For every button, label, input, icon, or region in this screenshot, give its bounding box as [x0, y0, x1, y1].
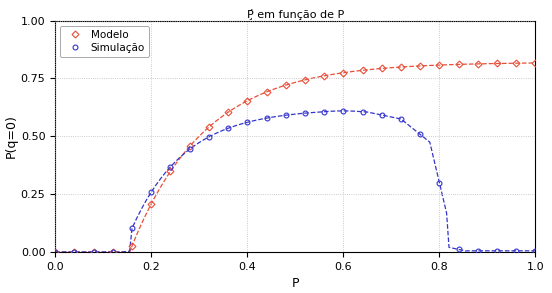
Simulação — [129, 226, 135, 230]
Modelo — [148, 202, 155, 206]
Modelo — [436, 63, 443, 67]
Modelo — [109, 250, 116, 254]
Modelo — [321, 74, 327, 78]
Simulação — [417, 133, 423, 136]
Modelo — [475, 62, 481, 66]
Modelo — [493, 62, 500, 65]
Simulação — [359, 110, 366, 113]
Simulação — [475, 249, 481, 253]
Simulação — [91, 250, 97, 254]
Modelo — [417, 64, 423, 68]
Simulação — [187, 147, 193, 151]
Modelo — [129, 244, 135, 248]
Simulação — [71, 250, 78, 254]
Simulação — [493, 249, 500, 253]
Modelo — [244, 99, 251, 103]
Simulação — [263, 116, 270, 120]
Simulação — [321, 110, 327, 113]
Modelo — [187, 145, 193, 148]
Simulação — [379, 113, 385, 117]
Modelo — [225, 110, 231, 114]
Line: Modelo: Modelo — [53, 61, 538, 254]
X-axis label: P: P — [291, 277, 299, 290]
Modelo — [397, 65, 404, 69]
Simulação — [225, 127, 231, 130]
Simulação — [436, 181, 443, 184]
Title: Ṕ̧̧́ em função de P: Ṕ̧̧́ em função de P — [247, 9, 344, 20]
Simulação — [244, 120, 251, 124]
Modelo — [205, 125, 212, 129]
Simulação — [455, 248, 462, 251]
Modelo — [71, 250, 78, 254]
Modelo — [532, 61, 539, 65]
Simulação — [283, 113, 289, 117]
Modelo — [340, 71, 347, 74]
Simulação — [109, 250, 116, 254]
Simulação — [301, 111, 308, 115]
Legend: Modelo, Simulação: Modelo, Simulação — [60, 26, 149, 57]
Simulação — [340, 109, 347, 113]
Modelo — [167, 170, 174, 173]
Simulação — [148, 190, 155, 194]
Simulação — [532, 249, 539, 253]
Modelo — [52, 250, 59, 254]
Modelo — [379, 67, 385, 70]
Line: Simulação: Simulação — [53, 108, 538, 254]
Modelo — [513, 62, 519, 65]
Simulação — [205, 135, 212, 139]
Modelo — [263, 90, 270, 94]
Simulação — [52, 250, 59, 254]
Simulação — [397, 117, 404, 121]
Simulação — [167, 165, 174, 168]
Y-axis label: P(q=0): P(q=0) — [5, 114, 18, 158]
Modelo — [359, 69, 366, 72]
Modelo — [283, 84, 289, 87]
Modelo — [455, 63, 462, 66]
Simulação — [513, 249, 519, 253]
Modelo — [91, 250, 97, 254]
Modelo — [301, 78, 308, 82]
